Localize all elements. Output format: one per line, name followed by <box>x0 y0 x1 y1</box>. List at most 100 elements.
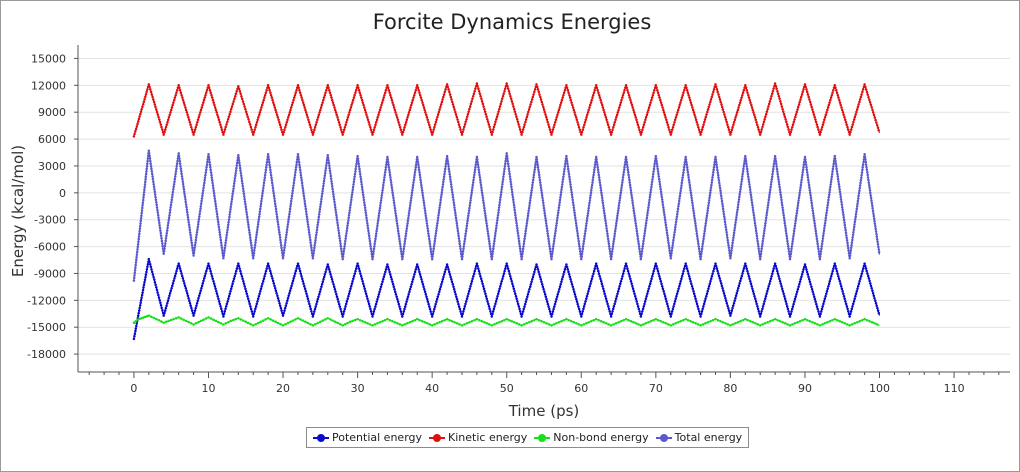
data-point-total-energy <box>185 210 189 214</box>
data-point-non-bond-energy <box>766 321 769 324</box>
data-point-kinetic-energy <box>717 93 720 96</box>
data-point-potential-energy <box>530 280 533 284</box>
data-point-total-energy <box>606 237 610 240</box>
data-point-kinetic-energy <box>422 106 426 109</box>
data-point-kinetic-energy <box>313 125 317 129</box>
data-point-kinetic-energy <box>677 106 681 109</box>
data-point-total-energy <box>615 219 618 223</box>
data-point-total-energy <box>603 217 607 220</box>
data-point-potential-energy <box>552 307 555 311</box>
data-point-potential-energy <box>582 305 586 308</box>
data-point-total-energy <box>192 254 195 257</box>
data-point-total-energy <box>509 180 512 184</box>
data-point-total-energy <box>522 245 525 248</box>
data-point-total-energy <box>474 165 477 169</box>
data-point-non-bond-energy <box>143 315 147 319</box>
data-point-total-energy <box>615 222 618 225</box>
data-point-total-energy <box>477 171 481 174</box>
data-point-potential-energy <box>244 287 247 291</box>
data-point-non-bond-energy <box>629 319 633 323</box>
data-point-potential-energy <box>289 287 293 290</box>
data-point-total-energy <box>455 221 459 225</box>
data-point-total-energy <box>229 205 233 208</box>
data-point-potential-energy <box>249 307 253 311</box>
data-point-kinetic-energy <box>294 91 297 94</box>
data-point-potential-energy <box>575 297 578 301</box>
data-point-total-energy <box>160 237 163 240</box>
data-point-total-energy <box>757 247 760 251</box>
data-point-kinetic-energy <box>356 84 359 87</box>
data-point-total-energy <box>784 229 788 233</box>
data-point-kinetic-energy <box>868 100 872 104</box>
data-point-total-energy <box>631 201 634 205</box>
data-point-kinetic-energy <box>392 103 395 107</box>
data-point-total-energy <box>336 224 340 227</box>
data-point-total-energy <box>673 231 676 234</box>
data-point-kinetic-energy <box>492 125 496 129</box>
data-point-total-energy <box>849 251 852 255</box>
data-point-potential-energy <box>233 274 237 278</box>
data-point-total-energy <box>307 228 311 231</box>
data-point-potential-energy <box>837 274 840 278</box>
data-point-kinetic-energy <box>796 105 800 109</box>
data-point-potential-energy <box>543 290 546 293</box>
data-point-total-energy <box>821 237 825 240</box>
data-point-total-energy <box>836 177 840 181</box>
data-point-kinetic-energy <box>796 108 799 111</box>
data-point-non-bond-energy <box>771 318 774 322</box>
data-point-kinetic-energy <box>850 125 854 129</box>
data-point-total-energy <box>425 219 428 223</box>
data-point-kinetic-energy <box>181 98 185 102</box>
data-point-potential-energy <box>847 310 850 313</box>
data-point-potential-energy <box>479 277 483 280</box>
data-point-total-energy <box>501 177 505 181</box>
data-point-potential-energy <box>349 287 352 291</box>
data-point-potential-energy <box>137 309 141 312</box>
data-point-total-energy <box>443 167 447 171</box>
data-point-total-energy <box>135 250 139 254</box>
data-point-potential-energy <box>187 296 190 300</box>
data-point-total-energy <box>833 154 837 158</box>
data-point-potential-energy <box>588 285 592 288</box>
data-point-non-bond-energy <box>639 324 643 327</box>
data-point-total-energy <box>702 237 705 240</box>
data-point-non-bond-energy <box>463 323 466 326</box>
data-point-potential-energy <box>859 277 862 280</box>
data-point-non-bond-energy <box>172 317 175 321</box>
data-point-total-energy <box>220 246 224 250</box>
data-point-kinetic-energy <box>194 125 198 129</box>
data-point-potential-energy <box>787 310 790 313</box>
data-point-kinetic-energy <box>141 105 144 108</box>
data-point-kinetic-energy <box>372 128 376 131</box>
data-point-potential-energy <box>626 267 629 270</box>
data-point-total-energy <box>823 221 827 225</box>
data-point-total-energy <box>674 220 678 224</box>
data-point-kinetic-energy <box>319 108 322 112</box>
data-point-total-energy <box>563 167 566 171</box>
data-point-total-energy <box>782 211 785 215</box>
data-point-kinetic-energy <box>216 113 219 117</box>
data-point-total-energy <box>576 232 579 235</box>
data-point-potential-energy <box>853 297 856 301</box>
data-point-total-energy <box>391 191 394 194</box>
data-point-total-energy <box>225 233 228 237</box>
data-point-potential-energy <box>561 275 565 279</box>
data-point-kinetic-energy <box>596 88 599 92</box>
data-point-non-bond-energy <box>465 322 469 325</box>
data-point-total-energy <box>300 179 303 182</box>
data-point-kinetic-energy <box>806 93 810 96</box>
data-point-total-energy <box>316 220 320 224</box>
data-point-potential-energy <box>763 297 767 301</box>
data-point-total-energy <box>491 252 494 256</box>
data-point-potential-energy <box>851 302 855 306</box>
data-point-potential-energy <box>159 304 163 307</box>
data-point-potential-energy <box>469 282 473 285</box>
data-point-potential-energy <box>613 302 616 306</box>
data-point-total-energy <box>388 171 391 174</box>
data-point-potential-energy <box>612 305 616 308</box>
data-point-potential-energy <box>780 287 784 291</box>
data-point-total-energy <box>504 162 507 165</box>
data-point-total-energy <box>235 161 239 165</box>
data-point-total-energy <box>851 238 854 242</box>
data-point-kinetic-energy <box>336 116 339 119</box>
